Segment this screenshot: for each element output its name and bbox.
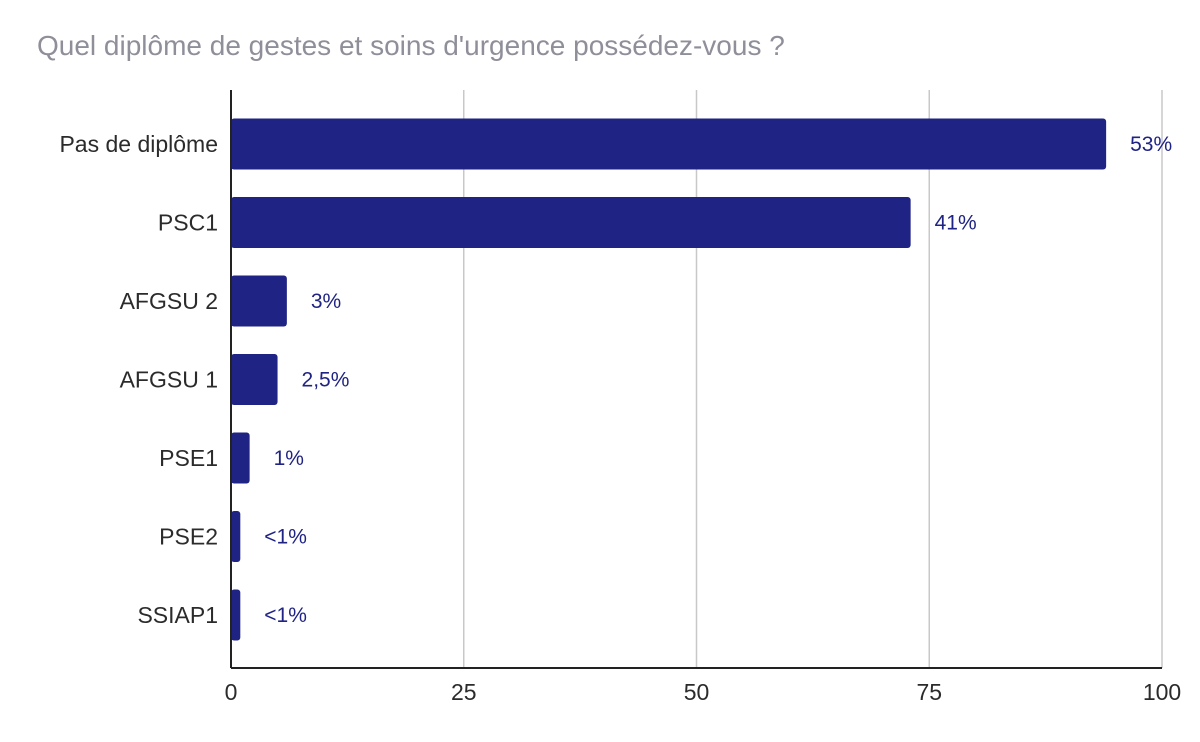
data-label: <1% [264, 604, 307, 627]
data-label: 3% [311, 290, 341, 313]
bar [231, 354, 278, 405]
data-label: 53% [1130, 133, 1172, 156]
category-label: AFGSU 1 [120, 367, 218, 393]
x-tick-label: 25 [451, 679, 477, 705]
gridlines [463, 90, 1163, 668]
category-label: AFGSU 2 [120, 288, 218, 314]
category-label: PSE2 [159, 524, 218, 550]
bars [231, 118, 1107, 641]
bar [231, 589, 241, 641]
axes [230, 90, 1162, 669]
bar [231, 275, 287, 327]
x-tick-label: 100 [1143, 679, 1181, 705]
category-label: PSC1 [158, 210, 218, 236]
data-label: 1% [274, 447, 304, 470]
chart-title: Quel diplôme de gestes et soins d'urgenc… [37, 30, 785, 61]
bar [231, 432, 250, 484]
category-label: SSIAP1 [137, 602, 218, 628]
x-tick-label: 75 [916, 679, 942, 705]
data-label: <1% [264, 526, 307, 549]
x-tick-label: 0 [225, 679, 238, 705]
category-label: PSE1 [159, 445, 218, 471]
bar [231, 511, 241, 562]
category-label: Pas de diplôme [59, 131, 218, 157]
bar [231, 197, 911, 248]
x-tick-label: 50 [684, 679, 710, 705]
data-label: 41% [935, 212, 977, 235]
bar [231, 118, 1107, 170]
labels: 0 25 50 75 100 Pas de diplôme 53% PSC1 41% AFGSU … [59, 131, 1181, 705]
data-label: 2,5% [302, 369, 350, 392]
